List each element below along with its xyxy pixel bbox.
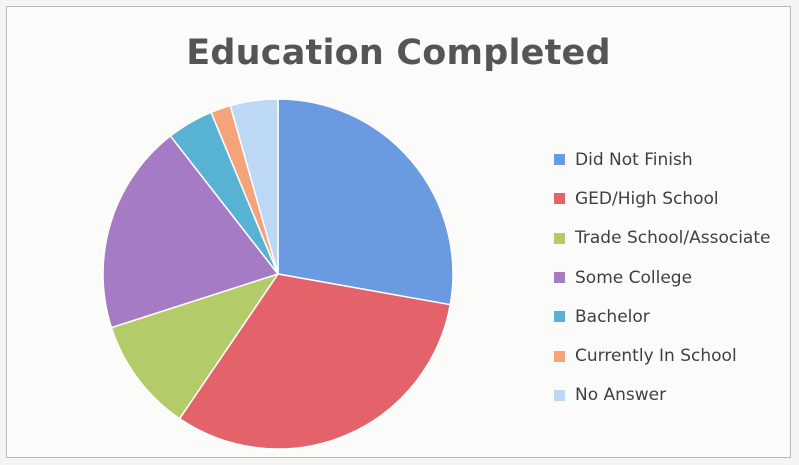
legend-label: GED/High School — [575, 188, 719, 209]
legend-swatch — [554, 154, 565, 166]
legend-item: Bachelor — [554, 297, 789, 336]
legend-swatch — [554, 232, 565, 244]
legend: Did Not Finish GED/High School Trade Sch… — [554, 140, 789, 415]
legend-item: Currently In School — [554, 336, 789, 375]
legend-item: Trade School/Associate — [554, 219, 789, 258]
pie-slice-no-answer — [229, 98, 279, 275]
legend-label: Some College — [575, 267, 693, 288]
legend-item: No Answer — [554, 376, 789, 415]
legend-swatch — [554, 272, 565, 284]
legend-label: No Answer — [575, 385, 667, 406]
legend-label: Trade School/Associate — [575, 228, 771, 249]
pie-slice-did-not-finish — [277, 98, 454, 306]
legend-swatch — [554, 350, 565, 362]
legend-swatch — [554, 311, 565, 323]
chart-title: Education Completed — [186, 33, 611, 73]
pie-slice-trade-school-associate — [110, 273, 279, 420]
pie-slice-some-college — [102, 135, 279, 329]
legend-label: Did Not Finish — [575, 149, 693, 170]
pie-slices — [102, 98, 454, 450]
legend-item: Did Not Finish — [554, 140, 789, 179]
pie-slice-ged-high-school — [178, 273, 452, 450]
legend-item: GED/High School — [554, 179, 789, 218]
legend-label: Currently In School — [575, 346, 737, 367]
legend-swatch — [554, 389, 565, 401]
legend-label: Bachelor — [575, 306, 650, 327]
legend-swatch — [554, 193, 565, 205]
legend-item: Some College — [554, 258, 789, 297]
